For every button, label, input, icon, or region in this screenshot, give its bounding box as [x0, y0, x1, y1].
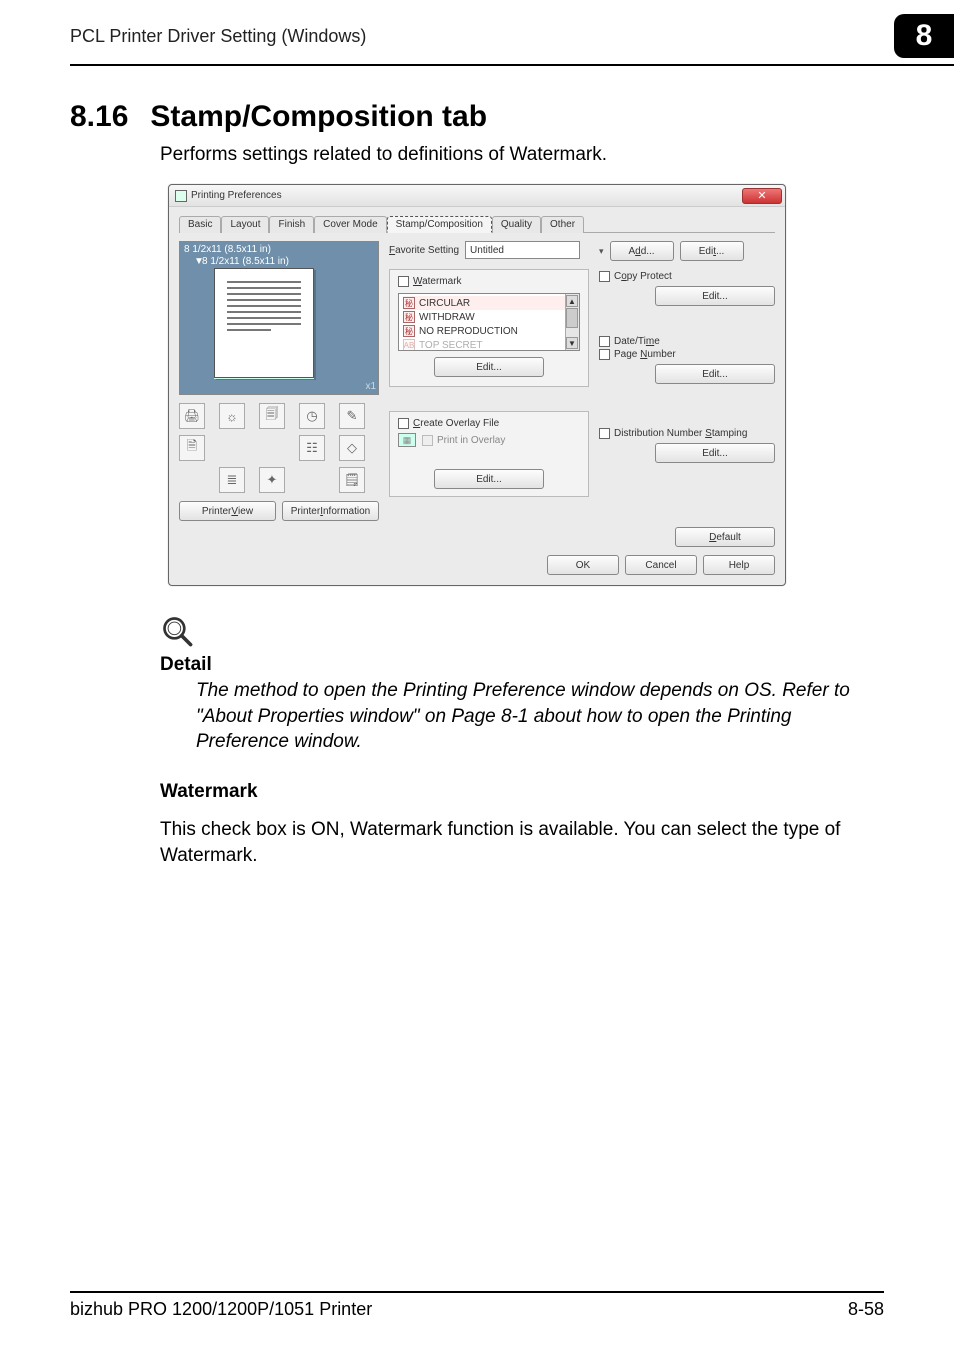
footer-product-name: bizhub PRO 1200/1200P/1051 Printer	[70, 1299, 372, 1320]
watermark-list-scrollbar[interactable]: ▲ ▼	[565, 294, 579, 350]
help-button[interactable]: Help	[703, 555, 775, 575]
distribution-number-checkbox[interactable]: Distribution Number Stamping	[599, 428, 775, 439]
watermark-subheading: Watermark	[160, 781, 884, 803]
preview-option-icons: 🖨 ☼ 🗐 ◷ ✎ 🗎 ☷ ◇	[179, 403, 379, 493]
printing-preferences-dialog: Printing Preferences ✕ Basic Layout Fini…	[168, 184, 786, 586]
create-overlay-checkbox[interactable]: Create Overlay File	[398, 418, 580, 429]
watermark-list[interactable]: 秘CIRCULAR 秘WITHDRAW 秘NO REPRODUCTION ABT…	[398, 293, 580, 351]
option-icon-6[interactable]: 🗎	[179, 435, 205, 461]
overlay-icon: ▦	[398, 433, 416, 447]
option-icon-4[interactable]: ◷	[299, 403, 325, 429]
preview-zoom-badge: x1	[365, 381, 376, 392]
detail-body: The method to open the Printing Preferen…	[196, 678, 884, 755]
option-icon-5[interactable]: ✎	[339, 403, 365, 429]
running-header: PCL Printer Driver Setting (Windows)	[70, 26, 366, 47]
section-number: 8.16	[70, 100, 128, 133]
dialog-title-icon	[175, 190, 187, 202]
cancel-button[interactable]: Cancel	[625, 555, 697, 575]
date-time-checkbox[interactable]: Date/Time	[599, 336, 775, 347]
favorite-edit-button[interactable]: Edit...	[680, 241, 744, 261]
section-intro: Performs settings related to definitions…	[160, 144, 884, 166]
printer-information-button[interactable]: Printer Information	[282, 501, 379, 521]
distribution-edit-button[interactable]: Edit...	[655, 443, 775, 463]
favorite-setting-dropdown[interactable]: Untitled	[465, 241, 580, 259]
overlay-group: Create Overlay File ▦ Print in Overlay E…	[389, 411, 589, 497]
option-icon-10[interactable]: ✦	[259, 467, 285, 493]
watermark-item-topsecret[interactable]: ABTOP SECRET	[403, 338, 575, 351]
page-number-checkbox[interactable]: Page Number	[599, 349, 775, 360]
footer-rule	[70, 1291, 884, 1293]
preview-paper-lines	[227, 281, 301, 331]
option-icon-2[interactable]: ☼	[219, 403, 245, 429]
watermark-group: Watermark 秘CIRCULAR 秘WITHDRAW 秘NO REPROD…	[389, 269, 589, 387]
copy-protect-edit-button[interactable]: Edit...	[655, 286, 775, 306]
tab-quality[interactable]: Quality	[492, 216, 541, 233]
dialog-title-text: Printing Preferences	[191, 190, 282, 201]
watermark-item-withdraw[interactable]: 秘WITHDRAW	[403, 310, 575, 324]
detail-heading: Detail	[160, 654, 884, 676]
preview-ruler	[214, 378, 314, 388]
section-title-text: Stamp/Composition tab	[150, 100, 487, 133]
watermark-item-noreproduction[interactable]: 秘NO REPRODUCTION	[403, 324, 575, 338]
copy-protect-checkbox[interactable]: Copy Protect	[599, 271, 775, 282]
tab-stamp-composition[interactable]: Stamp/Composition	[387, 216, 492, 233]
dialog-titlebar: Printing Preferences ✕	[169, 185, 785, 207]
print-in-overlay-checkbox[interactable]: ▦ Print in Overlay	[398, 433, 580, 447]
header-rule	[70, 64, 954, 66]
chapter-number-badge: 8	[894, 14, 954, 58]
tab-strip: Basic Layout Finish Cover Mode Stamp/Com…	[179, 215, 775, 233]
option-icon-7[interactable]: ☷	[299, 435, 325, 461]
watermark-item-circular[interactable]: 秘CIRCULAR	[403, 296, 575, 310]
tab-cover-mode[interactable]: Cover Mode	[314, 216, 386, 233]
default-button[interactable]: Default	[675, 527, 775, 547]
option-icon-11[interactable]: 🗒	[339, 467, 365, 493]
watermark-edit-button[interactable]: Edit...	[434, 357, 544, 377]
tab-other[interactable]: Other	[541, 216, 584, 233]
overlay-edit-button[interactable]: Edit...	[434, 469, 544, 489]
footer-page-number: 8-58	[848, 1299, 884, 1320]
option-icon-1[interactable]: 🖨	[179, 403, 205, 429]
favorite-setting-value: Untitled	[470, 245, 504, 256]
tab-finish[interactable]: Finish	[269, 216, 314, 233]
printer-view-button[interactable]: Printer View	[179, 501, 276, 521]
watermark-checkbox[interactable]: Watermark	[398, 276, 580, 287]
preview-paper	[214, 268, 314, 378]
option-icon-9[interactable]: ≣	[219, 467, 245, 493]
favorite-add-button[interactable]: Add...	[610, 241, 674, 261]
option-icon-8[interactable]: ◇	[339, 435, 365, 461]
section-heading: 8.16 Stamp/Composition tab	[70, 100, 884, 134]
date-page-edit-button[interactable]: Edit...	[655, 364, 775, 384]
favorite-dropdown-caret-icon[interactable]: ▾	[599, 246, 604, 257]
option-icon-3[interactable]: 🗐	[259, 403, 285, 429]
magnifier-icon	[160, 612, 196, 652]
tab-layout[interactable]: Layout	[221, 216, 269, 233]
dialog-close-button[interactable]: ✕	[742, 188, 782, 204]
ok-button[interactable]: OK	[547, 555, 619, 575]
tab-basic[interactable]: Basic	[179, 216, 221, 233]
preview-size-output: 8 1/2x11 (8.5x11 in)	[202, 256, 289, 267]
watermark-paragraph: This check box is ON, Watermark function…	[160, 817, 884, 869]
page-preview: 8 1/2x11 (8.5x11 in) ▼ 8 1/2x11 (8.5x11 …	[179, 241, 379, 395]
favorite-setting-label: Favorite Setting	[389, 245, 459, 256]
preview-size-original: 8 1/2x11 (8.5x11 in)	[184, 244, 271, 255]
